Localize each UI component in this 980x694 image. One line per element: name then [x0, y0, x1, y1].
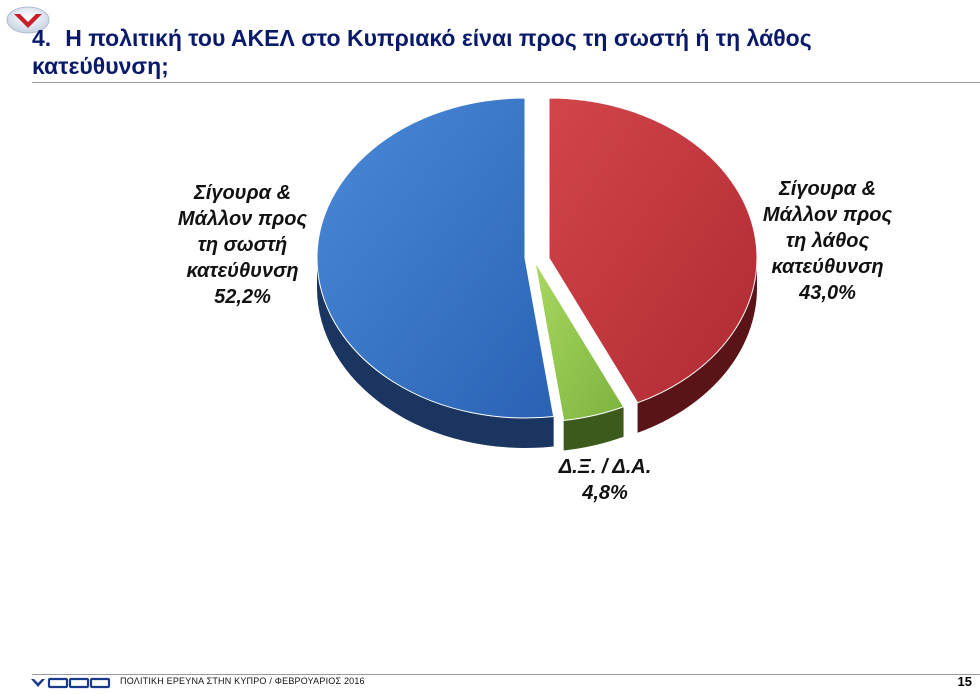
pie-slice-right	[316, 97, 555, 419]
label-right-value: 52,2%	[214, 286, 271, 308]
pie-slice-dont-know-side	[563, 406, 624, 451]
label-dont-know: Δ.Ξ. / Δ.Α. 4,8%	[520, 454, 690, 506]
label-dk-value: 4,8%	[582, 482, 628, 504]
header-divider	[32, 82, 980, 83]
footer-text: ΠΟΛΙΤΙΚΗ ΕΡΕΥΝΑ ΣΤΗΝ ΚΥΠΡΟ / ΦΕΒΡΟΥΑΡΙΟΣ…	[120, 676, 365, 686]
label-right-line-2: Μάλλον προς	[177, 208, 308, 230]
pie-slice-wrong-side	[637, 258, 757, 433]
label-wrong-line-3: τη λάθος	[785, 230, 870, 252]
gpo-logo-icon	[6, 6, 50, 34]
footer-logo-icon	[31, 677, 111, 689]
page-title: 4. Η πολιτική του ΑΚΕΛ στο Κυπριακό είναι…	[32, 24, 952, 80]
label-right-line-1: Σίγουρα &	[193, 182, 292, 204]
footer-divider	[32, 674, 980, 675]
question-text: Η πολιτική του ΑΚΕΛ στο Κυπριακό είναι π…	[32, 25, 812, 79]
label-right-direction: Σίγουρα & Μάλλον προς τη σωστή κατεύθυνσ…	[160, 180, 325, 310]
label-wrong-line-4: κατεύθυνση	[771, 256, 884, 278]
label-wrong-direction: Σίγουρα & Μάλλον προς τη λάθος κατεύθυνσ…	[745, 176, 910, 306]
label-right-line-3: τη σωστή	[197, 234, 288, 256]
label-wrong-value: 43,0%	[799, 282, 856, 304]
pie-slice-dont-know	[534, 261, 625, 422]
page-number: 15	[957, 674, 972, 689]
pie-slice-right-side	[317, 258, 554, 448]
question-number: 4.	[32, 25, 52, 51]
label-dk-line-1: Δ.Ξ. / Δ.Α.	[558, 456, 652, 478]
label-wrong-line-2: Μάλλον προς	[762, 204, 893, 226]
label-wrong-line-1: Σίγουρα &	[778, 178, 877, 200]
pie-slices	[316, 97, 758, 451]
label-right-line-4: κατεύθυνση	[186, 260, 299, 282]
pie-slice-wrong	[548, 97, 758, 404]
